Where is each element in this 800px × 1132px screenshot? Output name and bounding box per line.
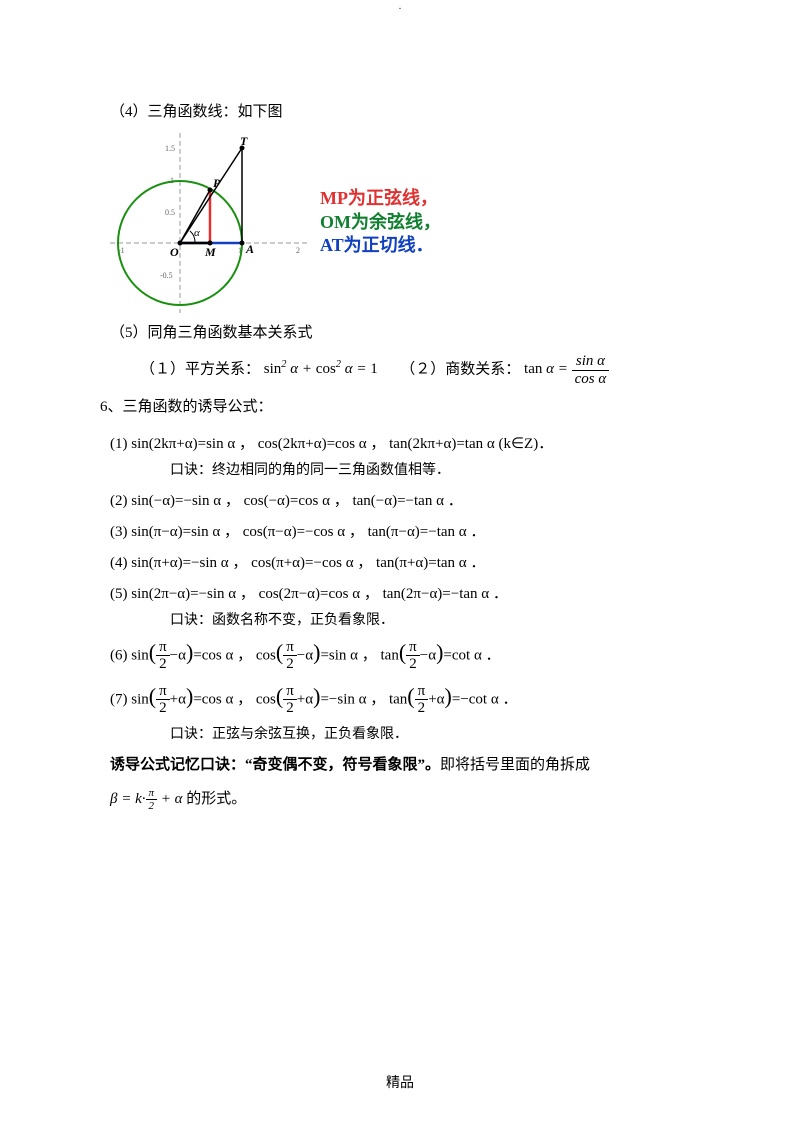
formula-6: (6) sin(π2−α)=cos α ， cos(π2−α)=sin α ， …: [110, 639, 700, 673]
formula-7: (7) sin(π2+α)=cos α ， cos(π2+α)=−sin α ，…: [110, 683, 700, 717]
beta-line: β = k·π2 + α 的形式。: [110, 785, 700, 814]
formula-4: (4) sin(π+α)=−sin α ， cos(π+α)=−cos α ， …: [110, 551, 700, 572]
svg-text:1.5: 1.5: [165, 144, 175, 153]
mnemonic-5: 口诀：函数名称不变，正负看象限．: [170, 609, 700, 629]
beta-text: 的形式。: [186, 791, 246, 807]
summary-line: 诱导公式记忆口诀：“奇变偶不变，符号看象限”。即将括号里面的角拆成: [110, 751, 700, 780]
legend-mp-text: 为正弦线，: [348, 188, 438, 208]
sec6-title: 6、三角函数的诱导公式：: [100, 393, 700, 422]
beta-formula: β = k·π2 + α: [110, 791, 186, 807]
rel2-label: （２）商数关系：: [400, 361, 520, 377]
page-footer: 精品: [0, 1072, 800, 1092]
svg-text:2: 2: [296, 246, 300, 255]
svg-text:O: O: [170, 245, 179, 259]
formula-1: (1) sin(2kπ+α)=sin α ， cos(2kπ+α)=cos α …: [110, 432, 700, 453]
svg-text:0.5: 0.5: [165, 208, 175, 217]
sec5-title: （5）同角三角函数基本关系式: [110, 319, 700, 348]
page-body: （4）三角函数线：如下图 1.5 1 0.5 -0.5 -1 1 2: [0, 22, 800, 814]
rel1-formula: sin2 α + cos2 α = 1: [264, 361, 378, 377]
legend-mp-label: MP: [320, 188, 348, 208]
svg-text:A: A: [245, 242, 254, 256]
legend-at-text: 为正切线．: [344, 235, 434, 255]
legend-om-text: 为余弦线，: [351, 212, 441, 232]
legend-at-label: AT: [320, 235, 344, 255]
summary-rest: 即将括号里面的角拆成: [440, 757, 590, 773]
svg-text:P: P: [213, 176, 221, 190]
top-dot: .: [0, 0, 800, 12]
trig-figure-row: 1.5 1 0.5 -0.5 -1 1 2: [110, 133, 700, 313]
svg-text:α: α: [194, 227, 200, 239]
trig-diagram: 1.5 1 0.5 -0.5 -1 1 2: [110, 133, 310, 313]
rel2-formula: tan α = sin αcos α: [524, 361, 609, 377]
sec4-title: （4）三角函数线：如下图: [110, 98, 700, 127]
legend-om-label: OM: [320, 212, 351, 232]
formula-2: (2) sin(−α)=−sin α ， cos(−α)=cos α ， tan…: [110, 489, 700, 510]
formula-3: (3) sin(π−α)=sin α ， cos(π−α)=−cos α ， t…: [110, 520, 700, 541]
svg-text:M: M: [204, 245, 216, 259]
rel1-label: （１）平方关系：: [140, 361, 260, 377]
svg-text:-0.5: -0.5: [160, 271, 173, 280]
summary-bold: 诱导公式记忆口诀：“奇变偶不变，符号看象限”。: [110, 757, 440, 773]
formula-5: (5) sin(2π−α)=−sin α ， cos(2π−α)=cos α ，…: [110, 582, 700, 603]
mnemonic-1: 口诀：终边相同的角的同一三角函数值相等．: [170, 459, 700, 479]
mnemonic-7: 口诀：正弦与余弦互换，正负看象限．: [170, 723, 700, 743]
relations-row: （１）平方关系： sin2 α + cos2 α = 1 （２）商数关系： ta…: [110, 353, 700, 387]
figure-legend: MP为正弦线， OM为余弦线， AT为正切线．: [320, 187, 441, 257]
svg-text:T: T: [240, 134, 248, 148]
